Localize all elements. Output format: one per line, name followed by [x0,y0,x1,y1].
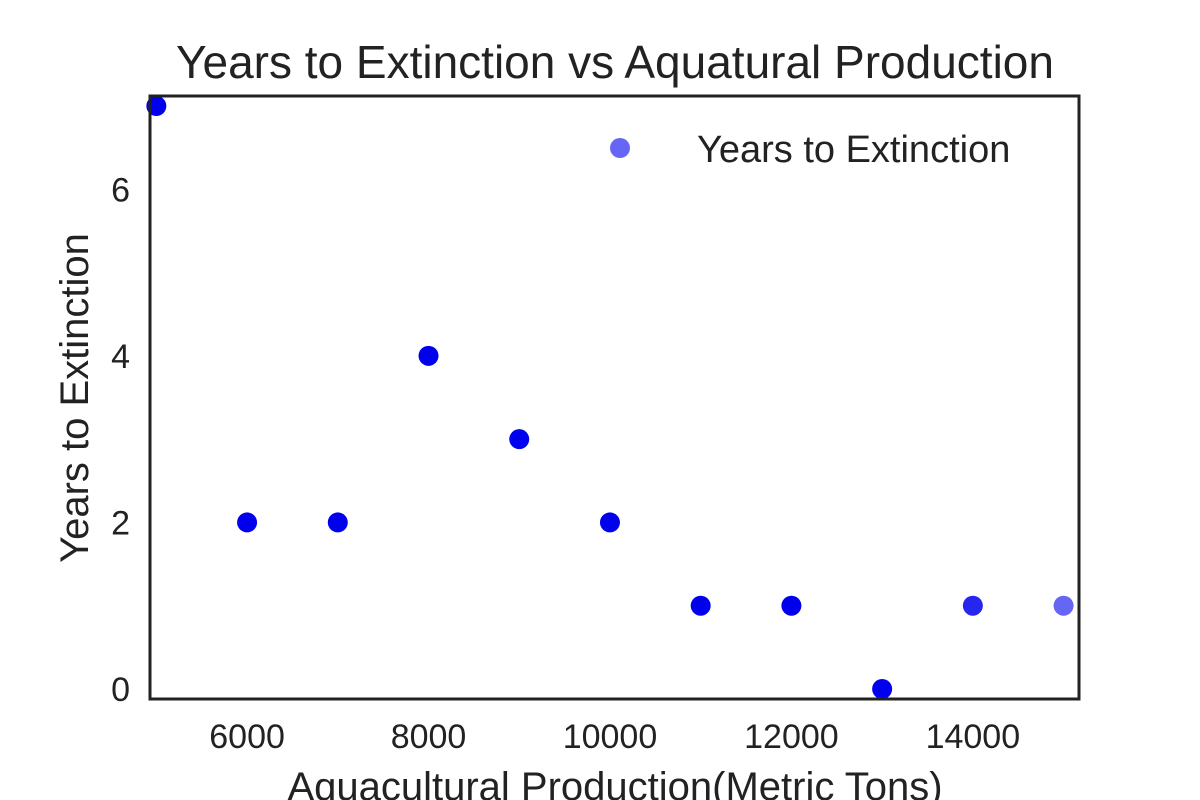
y-tick-label: 6 [111,171,130,209]
x-tick-labels: 6000 8000 10000 12000 14000 [209,718,1020,756]
y-tick-label: 2 [111,504,130,542]
data-point [599,512,620,533]
data-point [418,345,439,366]
y-tick-labels: 0 2 4 6 [111,171,130,709]
data-point [237,512,258,533]
data-point [327,512,348,533]
x-tick-label: 10000 [563,718,658,756]
y-tick-label: 0 [111,671,130,709]
data-point [1053,595,1074,616]
x-tick-label: 8000 [391,718,467,756]
chart-title: Years to Extinction vs Aquatural Product… [176,36,1054,88]
plot-frame [148,94,1081,701]
data-point [872,679,893,700]
data-point [690,595,711,616]
y-tick-label: 4 [111,338,130,376]
x-tick-label: 12000 [744,718,839,756]
legend-label: Years to Extinction [697,129,1010,171]
x-tick-label: 14000 [926,718,1021,756]
x-axis-label: Aquacultural Production(Metric Tons) [287,765,942,800]
legend: Years to Extinction [610,129,1010,171]
data-point [962,595,983,616]
legend-marker [610,138,630,158]
data-point [781,595,802,616]
data-point [509,429,530,450]
x-tick-label: 6000 [209,718,285,756]
y-axis-label: Years to Extinction [53,233,97,563]
